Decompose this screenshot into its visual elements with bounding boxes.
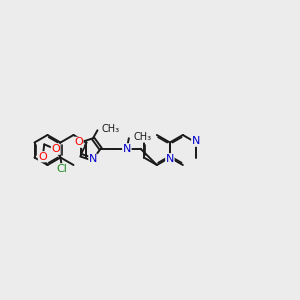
Text: CH₃: CH₃ bbox=[133, 132, 152, 142]
Text: O: O bbox=[51, 144, 60, 154]
Text: O: O bbox=[74, 137, 83, 147]
Text: N: N bbox=[89, 154, 97, 164]
Text: N: N bbox=[192, 136, 200, 146]
Text: N: N bbox=[123, 144, 131, 154]
Text: Cl: Cl bbox=[56, 164, 67, 174]
Text: O: O bbox=[38, 152, 47, 162]
Text: N: N bbox=[166, 154, 174, 164]
Text: CH₃: CH₃ bbox=[102, 124, 120, 134]
